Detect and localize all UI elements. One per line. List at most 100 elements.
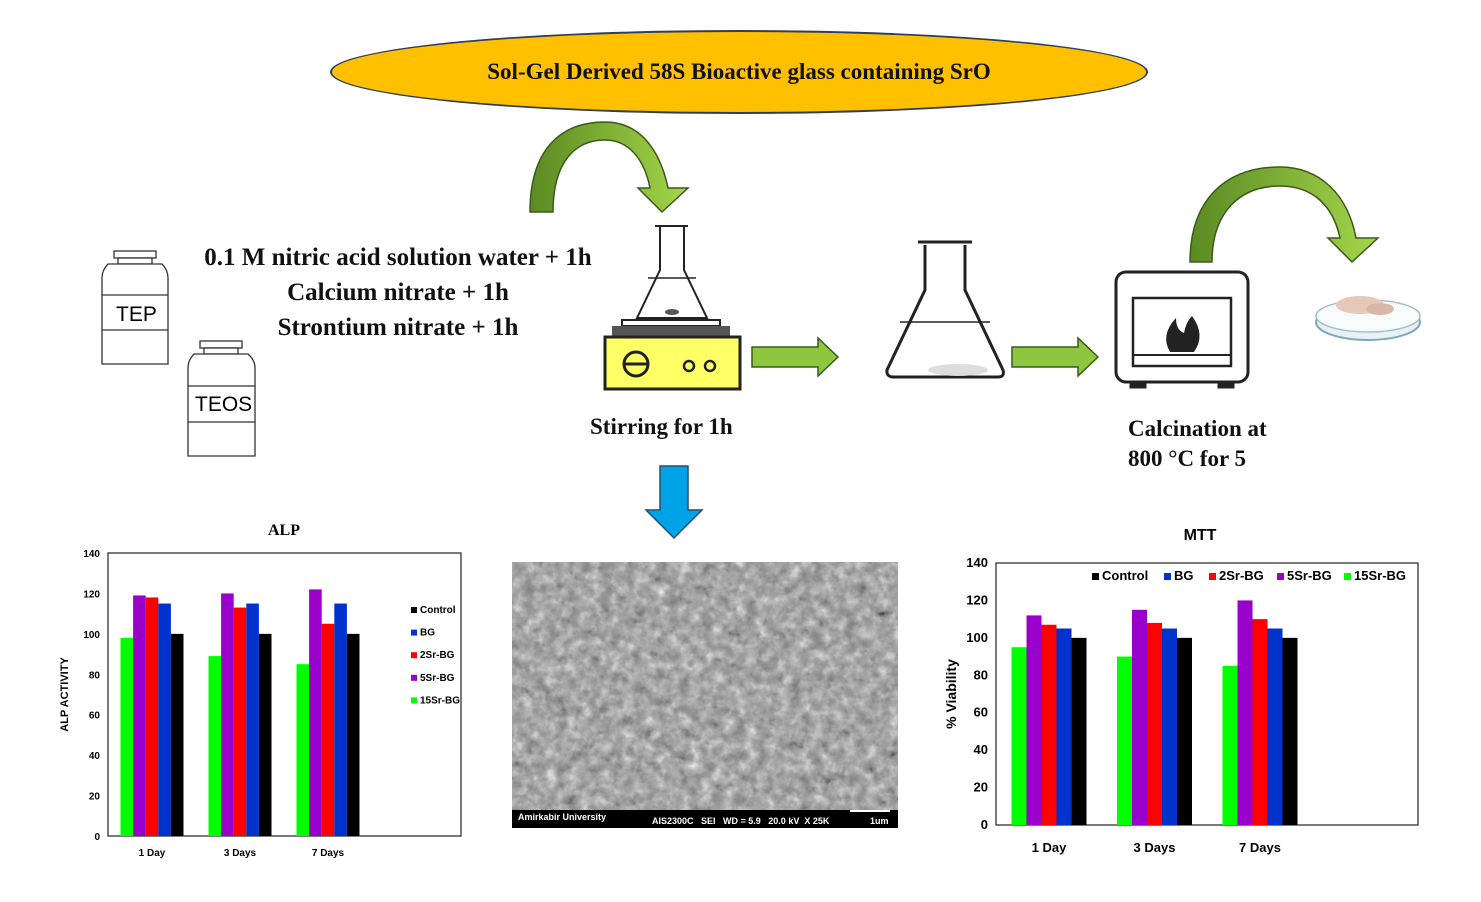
calcination-caption: Calcination at 800 °C for 5 [1128,414,1267,474]
bar-5sr-bg [1132,609,1147,825]
y-tick-label: 20 [89,792,101,803]
x-tick-label: 1 Day [139,848,166,859]
stirring-caption: Stirring for 1h [590,414,733,439]
sem-parameters: AIS2300C SEI WD = 5.9 20.0 kV X 25K [652,816,830,826]
bar-5sr-bg [309,589,322,836]
x-tick-label: 3 Days [1134,840,1176,855]
bar-bg [1056,628,1072,825]
legend-marker [411,697,417,704]
title-ellipse: Sol-Gel Derived 58S Bioactive glass cont… [330,30,1148,114]
y-axis-label: % Viability [943,659,959,729]
bar-15sr-bg [1117,656,1132,825]
bar-15sr-bg [120,637,134,836]
legend-label: Control [420,605,456,616]
y-tick-label: 80 [89,670,101,681]
mtt-chart-title: MTT [1183,527,1217,544]
bar-bg [334,603,347,836]
title: Sol-Gel Derived 58S Bioactive glass cont… [487,59,991,84]
legend-marker [1209,573,1216,580]
legend-marker [1277,573,1284,580]
bar-2sr-bg [233,607,247,836]
legend-label: BG [1174,568,1194,583]
stirrer-flask [612,225,730,336]
bar-bg [1267,628,1283,825]
bar-control [1282,637,1298,825]
legend-marker [411,674,417,681]
bar-15sr-bg [1011,647,1027,825]
legend-marker [1164,573,1171,580]
legend-marker [1344,573,1351,580]
bar-5sr-bg [1026,615,1042,825]
mtt-chart: 0 20 40 60 80 100 120 140 % Viability 1 Day 3 Days… [943,555,1419,855]
y-tick-label: 0 [981,817,988,832]
bar-2sr-bg [1041,624,1057,825]
magnetic-stirrer [603,335,742,391]
legend-marker [411,629,417,636]
bar-15sr-bg [296,664,310,836]
x-tick-label: 7 Days [1239,840,1281,855]
y-tick-label: 120 [966,592,988,607]
curved-arrow-1 [529,121,690,214]
legend-label: 15Sr-BG [420,695,460,706]
furnace [1114,270,1250,389]
legend-label: 5Sr-BG [420,673,455,684]
bar-5sr-bg [1237,600,1253,825]
bar-5sr-bg [221,593,234,836]
y-axis-label: ALP ACTIVITY [59,657,71,732]
reagent-line-1: 0.1 M nitric acid solution water + 1h [204,244,592,271]
petri-dish [1315,296,1421,341]
y-tick-label: 140 [966,555,988,570]
bar-2sr-bg [1252,619,1268,825]
legend-label: 15Sr-BG [1354,568,1406,583]
y-tick-label: 100 [966,630,988,645]
y-tick-label: 80 [974,667,988,682]
sem-texture [512,562,898,810]
legend-label: 2Sr-BG [1219,568,1264,583]
bar-control [170,633,184,836]
y-tick-label: 20 [974,780,988,795]
sem-scale-bar [850,810,890,812]
bar-15sr-bg [1222,665,1238,825]
tep-label: TEP [116,303,157,326]
y-tick-label: 0 [94,832,100,843]
sem-image: Amirkabir University AIS2300C SEI WD = 5… [512,562,898,828]
bar-bg [246,603,259,836]
down-arrow [644,465,704,540]
curved-arrow-2 [1189,166,1380,264]
reagent-line-3: Strontium nitrate + 1h [277,314,519,341]
alp-chart-title: ALP [268,522,300,539]
sem-institution: Amirkabir University [518,812,607,822]
y-tick-label: 40 [89,751,101,762]
y-tick-label: 120 [83,589,100,600]
bar-control [1071,637,1087,825]
legend-marker [411,607,417,613]
right-arrow-1 [751,336,840,378]
bar-2sr-bg [1147,622,1162,825]
bar-2sr-bg [321,623,335,836]
bar-bg [158,603,171,836]
reagent-list: 0.1 M nitric acid solution water + 1h Ca… [168,240,628,345]
teos-bottle [187,340,256,457]
y-tick-label: 60 [974,705,988,720]
sem-info-bar: Amirkabir University AIS2300C SEI WD = 5… [512,810,898,828]
tep-bottle [101,250,169,365]
y-tick-label: 140 [83,549,100,560]
bar-5sr-bg [133,595,146,836]
reagent-line-2: Calcium nitrate + 1h [287,279,509,306]
sem-scale-label: 1um [870,816,889,826]
calcination-line-2: 800 °C for 5 [1128,446,1247,471]
bar-control [258,633,272,836]
legend-label: BG [420,628,435,639]
legend-label: Control [1102,568,1148,583]
legend-marker [1092,573,1099,580]
x-tick-label: 3 Days [224,848,257,859]
y-tick-label: 100 [83,630,100,641]
bar-2sr-bg [145,597,159,836]
y-tick-label: 60 [89,711,101,722]
y-tick-label: 40 [974,742,988,757]
bar-bg [1162,628,1177,825]
bar-15sr-bg [208,656,222,836]
flame-icon [1166,316,1200,352]
